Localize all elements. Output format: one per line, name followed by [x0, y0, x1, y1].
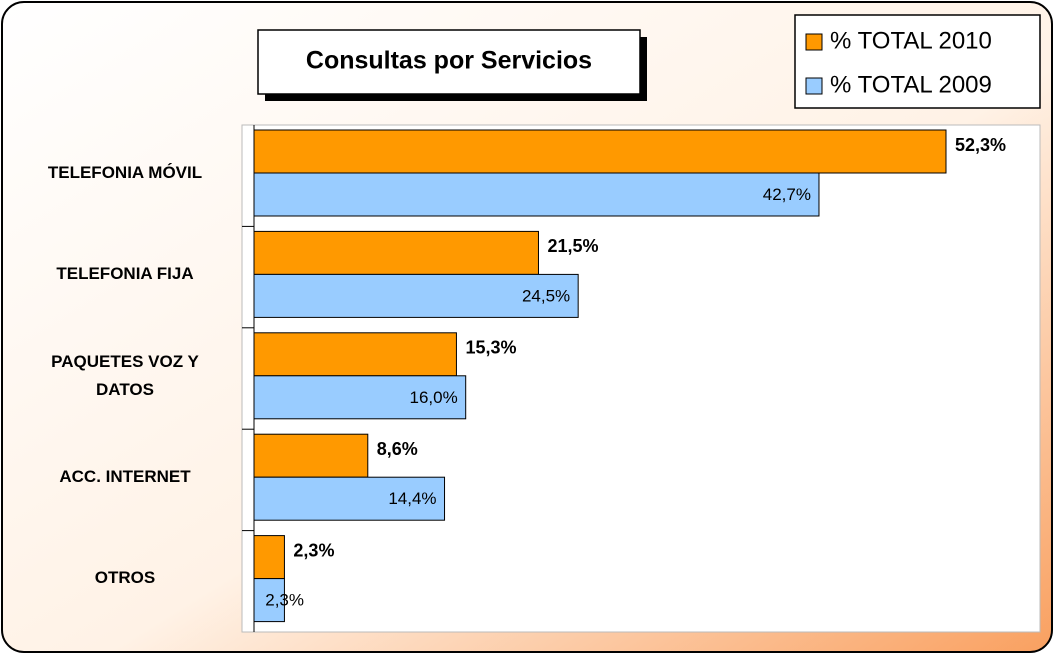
value-label: 24,5% — [522, 286, 570, 305]
legend-label: % TOTAL 2010 — [830, 27, 992, 54]
bar — [253, 129, 947, 174]
bar — [253, 172, 820, 217]
legend-swatch — [805, 33, 823, 51]
value-label: 52,3% — [955, 135, 1006, 155]
legend-box — [794, 14, 1041, 109]
y-tick-label: TELEFONIA MÓVIL — [47, 162, 203, 182]
legend-swatch — [805, 77, 823, 95]
value-label: 2,3% — [265, 591, 304, 610]
bar — [253, 332, 457, 377]
bar — [253, 433, 369, 478]
bar — [253, 476, 446, 521]
value-label: 14,4% — [388, 489, 436, 508]
value-label: 8,6% — [377, 439, 418, 459]
y-tick-label: OTROS — [94, 568, 156, 588]
bar — [253, 230, 539, 275]
bar — [253, 273, 579, 318]
value-label: 42,7% — [763, 185, 811, 204]
value-label: 16,0% — [409, 388, 457, 407]
value-label: 2,3% — [293, 540, 334, 560]
bar — [253, 375, 467, 420]
chart-title: Consultas por Servicios — [306, 47, 592, 75]
value-label: 21,5% — [547, 236, 598, 256]
value-label: 15,3% — [465, 338, 516, 358]
title-box — [257, 29, 641, 95]
y-tick-label: PAQUETES VOZ Y DATOS — [51, 351, 199, 399]
y-tick-label: TELEFONIA FIJA — [56, 264, 194, 284]
bar — [253, 535, 285, 580]
legend-label: % TOTAL 2009 — [830, 71, 992, 98]
y-tick-label: ACC. INTERNET — [59, 466, 191, 486]
bar — [253, 578, 285, 623]
